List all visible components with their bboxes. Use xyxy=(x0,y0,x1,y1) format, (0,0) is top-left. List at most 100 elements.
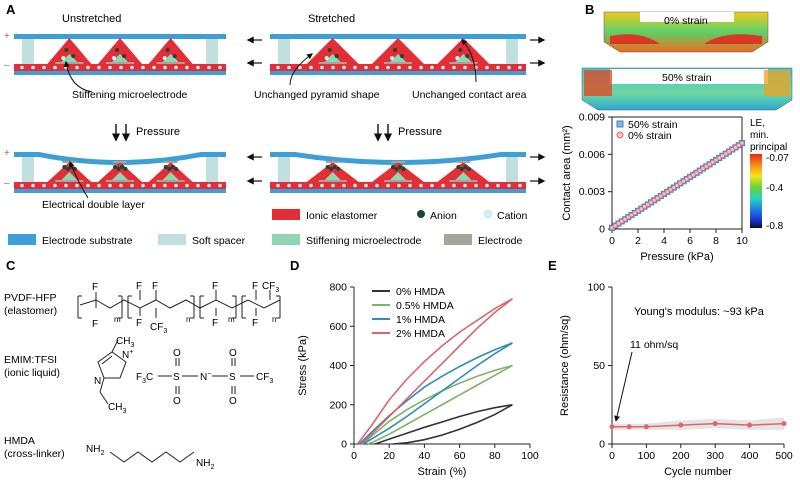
x-tick-label: 200 xyxy=(672,450,690,462)
cation-dot xyxy=(196,183,200,188)
point-0-strain xyxy=(619,219,625,224)
cation-dot xyxy=(276,183,280,188)
atom-o-3: O xyxy=(229,348,237,359)
stretch-arrows xyxy=(246,36,546,185)
anion-dot xyxy=(122,54,126,58)
point-0-strain xyxy=(609,225,615,231)
electrode-strip xyxy=(384,62,412,64)
cation-dot xyxy=(430,65,434,70)
cation-dot xyxy=(364,65,368,70)
error-band xyxy=(612,417,784,430)
y-tick-label: 600 xyxy=(329,321,347,333)
anion-dot xyxy=(332,165,337,169)
legend-swatch-stiffening-microelectrode xyxy=(272,234,300,245)
cation-dot xyxy=(218,65,222,70)
cation-dot xyxy=(163,183,167,188)
cation-dot xyxy=(518,65,522,70)
cation-dot xyxy=(353,183,357,188)
soft-spacer-left xyxy=(278,39,290,64)
colorbar-tick-mid: -0.4 xyxy=(766,183,784,194)
series-line-unload xyxy=(367,364,513,445)
anion-dot xyxy=(113,165,117,169)
annotation-arrow xyxy=(614,351,633,422)
x-tick-label: 0 xyxy=(351,450,357,462)
legend-label-50-strain: 50% strain xyxy=(628,119,678,131)
device-stretched xyxy=(270,34,526,75)
anion-dot xyxy=(71,54,76,58)
contact-electrode xyxy=(456,161,471,163)
legend-swatch-electrode-substrate xyxy=(8,234,36,245)
data-point xyxy=(678,422,684,428)
anion-dot xyxy=(115,48,119,52)
point-0-strain xyxy=(622,216,628,222)
y-tick-label: 100 xyxy=(587,282,605,294)
electrode-strip xyxy=(55,62,84,64)
contact-electrode xyxy=(391,161,405,163)
cation-dot xyxy=(507,183,511,188)
colorbar-title-3: principal xyxy=(750,142,787,153)
cation-dot xyxy=(408,65,412,70)
point-0-strain xyxy=(684,176,690,182)
cation-dot xyxy=(474,183,478,188)
cation-dot xyxy=(185,65,189,70)
colorbar-tick-bottom: -0.8 xyxy=(766,221,784,232)
atom-f-7: F xyxy=(212,318,218,329)
x-tick-label: 100 xyxy=(521,450,539,462)
contact-electrode xyxy=(113,161,127,163)
data-point xyxy=(747,422,753,428)
point-0-strain xyxy=(664,189,670,195)
legend-label: 0% HMDA xyxy=(396,286,445,298)
cation-dot xyxy=(324,56,329,60)
pyramid xyxy=(372,38,424,64)
atom-n-minus: N− xyxy=(200,371,211,383)
label-stretched: Stretched xyxy=(308,13,355,25)
cation-dot xyxy=(408,183,412,188)
y-axis-label: Contact area (mm²) xyxy=(561,125,573,220)
bottom-substrate xyxy=(270,71,526,75)
chart-title: Young's modulus: ~93 kPa xyxy=(634,306,765,318)
soft-spacer-right xyxy=(206,157,218,182)
fea-50-strain xyxy=(581,67,793,111)
cation-dot xyxy=(152,65,156,70)
anion-dot xyxy=(456,165,461,169)
legend-swatch-ionic-elastomer xyxy=(272,209,300,220)
polarity-minus: – xyxy=(4,60,10,71)
contact-electrode xyxy=(325,161,340,163)
point-0-strain xyxy=(716,155,722,161)
cation-dot xyxy=(20,183,24,188)
cation-dot xyxy=(287,65,291,70)
anion-dot xyxy=(170,165,175,169)
polarity-plus: + xyxy=(4,31,10,42)
legend-label-electrode-substrate: Electrode substrate xyxy=(42,235,133,247)
point-0-strain xyxy=(687,174,693,180)
hmda-structure: NH2 NH2 xyxy=(86,444,214,471)
anion-dot xyxy=(172,54,177,58)
point-0-strain xyxy=(710,159,716,165)
cation-dot xyxy=(141,65,145,70)
atom-ch3-2: CH3 xyxy=(108,402,126,415)
anion-dot xyxy=(327,48,332,52)
cation-dot xyxy=(397,65,401,70)
cation-dot xyxy=(61,56,66,60)
point-0-strain xyxy=(674,183,680,188)
soft-spacer-left xyxy=(22,39,34,64)
anion-dot xyxy=(174,167,179,171)
legend-label: 0.5% HMDA xyxy=(396,300,454,312)
legend-label: 2% HMDA xyxy=(396,328,445,340)
y-axis-label: Resistance (ohm/sq) xyxy=(559,315,571,416)
emim-name: EMIM:TFSI xyxy=(4,354,57,366)
label-stiffening-microelectrode: Stiffening microelectrode xyxy=(72,89,188,101)
y-tick-label: 0 xyxy=(341,439,347,451)
electrode-strip xyxy=(449,62,478,64)
label-electrical-double-layer: Electrical double layer xyxy=(42,199,145,211)
anion-dot xyxy=(167,167,172,171)
device-stretched-pressed xyxy=(270,152,526,193)
point-0-strain xyxy=(681,178,686,184)
cation-dot xyxy=(455,56,460,60)
x-tick-label: 4 xyxy=(661,235,667,247)
cation-dot xyxy=(218,183,222,188)
electrode-strip xyxy=(156,180,185,182)
x-tick-label: 6 xyxy=(687,235,693,247)
legend-swatch-electrode xyxy=(444,234,472,245)
